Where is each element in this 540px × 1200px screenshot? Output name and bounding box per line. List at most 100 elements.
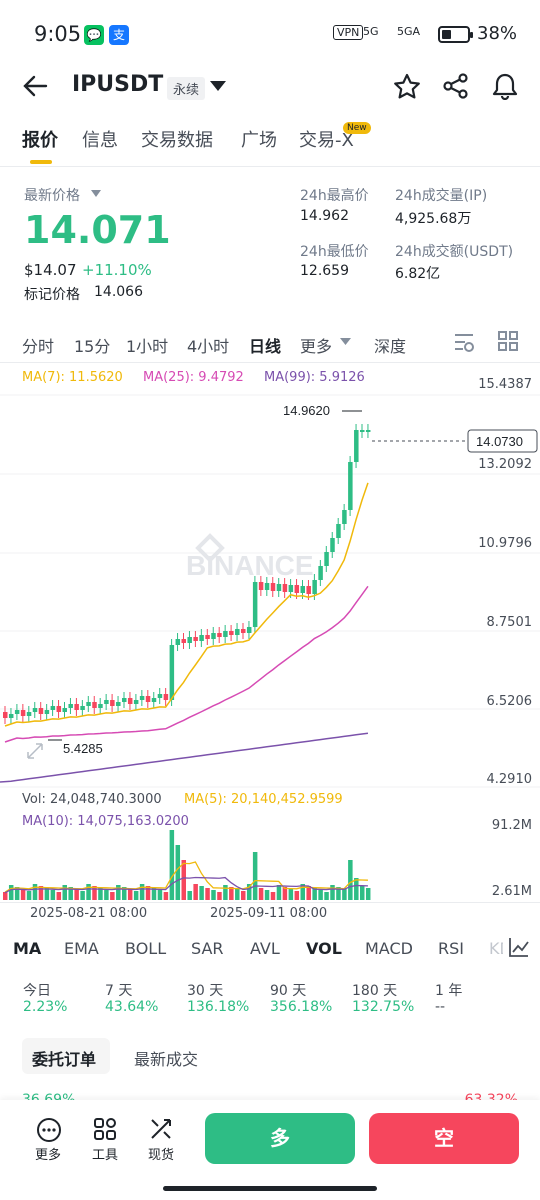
spot-icon[interactable]	[149, 1117, 173, 1141]
star-icon[interactable]	[393, 73, 421, 99]
interval-15m[interactable]: 15分	[74, 337, 111, 356]
indicator-ma[interactable]: MA	[13, 939, 42, 958]
interval-1d[interactable]: 日线	[249, 337, 282, 356]
ma7-line	[4, 482, 369, 727]
perf-value: 2.23%	[23, 999, 68, 1015]
candle	[157, 694, 163, 698]
candle	[318, 566, 323, 580]
date-label: 2025-08-21 08:00	[30, 906, 148, 921]
candle	[68, 704, 73, 708]
volume-bar	[312, 888, 317, 900]
candle	[354, 430, 359, 462]
tools-label[interactable]: 工具	[92, 1148, 119, 1163]
interval-more[interactable]: 更多	[300, 337, 333, 356]
candle	[264, 583, 270, 590]
mark-price-label: 标记价格	[24, 287, 80, 303]
more-label[interactable]: 更多	[35, 1148, 62, 1163]
axis-label: 4.2910	[486, 772, 533, 787]
volume-bar	[151, 888, 157, 900]
tab-quote[interactable]: 报价	[22, 130, 58, 151]
spot-label[interactable]: 现货	[148, 1148, 175, 1163]
more-caret-icon[interactable]	[340, 338, 351, 345]
active-tab-indicator	[30, 160, 52, 164]
caret-down-icon[interactable]	[91, 190, 101, 197]
interval-depth[interactable]: 深度	[374, 337, 407, 356]
volume-bar	[217, 892, 222, 900]
volume-bar	[14, 887, 20, 900]
candle	[86, 702, 91, 706]
interval-1h[interactable]: 1小时	[126, 337, 169, 356]
indicator-rsi[interactable]: RSI	[438, 939, 464, 958]
amount-label: 24h成交额(USDT)	[395, 244, 514, 260]
volume-label: 24h成交量(IP)	[395, 188, 488, 204]
candle	[62, 708, 67, 712]
candlestick-chart[interactable]: BINANCE 14.9620 5.4285 14.0730	[0, 390, 540, 790]
indicator-sar[interactable]: SAR	[191, 939, 224, 958]
volume-bar	[270, 892, 276, 900]
price-change: +11.10%	[82, 261, 152, 279]
signal-5g: 5G	[363, 25, 379, 38]
interval-4h[interactable]: 4小时	[187, 337, 230, 356]
back-arrow-icon[interactable]	[22, 74, 48, 98]
indicator-kd[interactable]: KD	[489, 939, 503, 958]
share-icon[interactable]	[443, 73, 469, 99]
volume-bar	[282, 887, 288, 900]
contract-type-badge: 永续	[167, 77, 206, 100]
interval-timeline[interactable]: 分时	[22, 337, 55, 356]
tools-icon[interactable]	[93, 1117, 117, 1141]
candle	[181, 639, 186, 643]
volume-bar	[8, 885, 14, 900]
dropdown-icon[interactable]	[210, 81, 226, 91]
chart-settings-icon[interactable]	[453, 331, 475, 353]
volume-bar	[348, 860, 353, 900]
expand-icon[interactable]	[27, 743, 43, 759]
indicator-vol[interactable]: VOL	[306, 939, 342, 958]
candle	[92, 702, 97, 708]
candle	[104, 700, 109, 704]
tab-orders[interactable]: 委托订单	[32, 1050, 97, 1069]
tab-trade-x[interactable]: 交易-X	[299, 130, 354, 151]
signal-5ga: 5GA	[397, 25, 421, 38]
tab-square[interactable]: 广场	[241, 130, 277, 151]
symbol-title[interactable]: IPUSDT	[72, 72, 164, 97]
indicator-settings-icon[interactable]	[508, 936, 530, 958]
volume-bar	[205, 888, 210, 900]
volume-bar	[211, 890, 216, 900]
candle	[288, 585, 294, 592]
more-icon[interactable]	[36, 1117, 62, 1143]
candle	[330, 538, 335, 552]
indicator-boll[interactable]: BOLL	[125, 939, 167, 958]
tab-trading-data[interactable]: 交易数据	[141, 130, 213, 151]
indicator-ema[interactable]: EMA	[64, 939, 99, 958]
candle	[229, 631, 234, 635]
indicator-macd[interactable]: MACD	[365, 939, 413, 958]
volume-bar	[294, 891, 300, 900]
grid-layout-icon[interactable]	[498, 331, 518, 351]
long-button[interactable]: 多	[205, 1113, 355, 1164]
candle	[223, 631, 228, 637]
short-button[interactable]: 空	[369, 1113, 519, 1164]
ma99-line	[0, 732, 369, 783]
candle	[205, 635, 210, 639]
bell-icon[interactable]	[492, 72, 518, 100]
volume-bar	[80, 891, 85, 900]
tab-info[interactable]: 信息	[82, 130, 118, 151]
perf-header: 30 天	[187, 983, 224, 999]
last-price-label[interactable]: 最新价格	[24, 188, 80, 204]
candle	[193, 637, 198, 641]
candle	[32, 708, 38, 712]
volume-bar	[145, 886, 151, 900]
indicator-avl[interactable]: AVL	[250, 939, 280, 958]
vol-axis-top: 91.2M	[491, 818, 532, 833]
ratio-row: 36.69% 63.32%	[0, 1092, 540, 1100]
volume-bar	[26, 891, 32, 900]
new-badge: New	[343, 122, 371, 134]
vol-axis-bottom: 2.61M	[491, 884, 532, 899]
volume-bar	[3, 892, 8, 900]
volume-bar	[62, 885, 67, 900]
axis-label: 10.9796	[478, 536, 532, 551]
high-marker: 14.9620	[283, 403, 330, 418]
low-label: 24h最低价	[300, 244, 369, 260]
tab-recent-trades[interactable]: 最新成交	[134, 1050, 199, 1069]
volume-bar	[342, 889, 347, 900]
